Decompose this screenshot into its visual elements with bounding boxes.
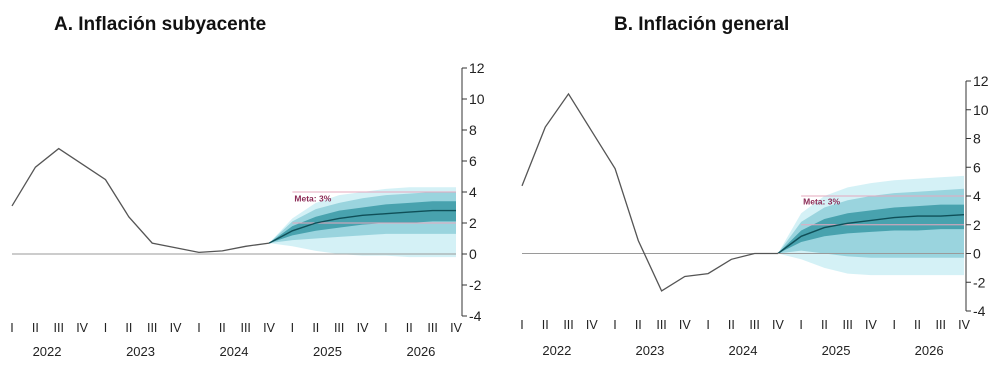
x-tick-label: I [706, 318, 709, 332]
x-tick-label: IV [772, 318, 784, 332]
x-tick-label: I [799, 318, 802, 332]
y-tick-label: -4 [973, 303, 986, 319]
x-tick-label: II [914, 318, 921, 332]
x-tick-label: IV [170, 321, 182, 335]
y-tick-label: 2 [469, 215, 477, 231]
y-tick-label: 12 [469, 60, 485, 76]
x-tick-label: IV [865, 318, 877, 332]
x-year-label: 2024 [729, 343, 758, 358]
x-tick-label: III [147, 321, 157, 335]
x-tick-label: III [563, 318, 573, 332]
x-tick-label: IV [357, 321, 369, 335]
x-tick-label: IV [586, 318, 598, 332]
historical-line [521, 92, 778, 292]
y-tick-label: 4 [973, 188, 981, 204]
x-tick-label: IV [263, 321, 275, 335]
chart-a-title: A. Inflación subyacente [54, 14, 267, 35]
x-tick-label: I [10, 321, 13, 335]
target-label: Meta: 3% [803, 197, 840, 207]
x-tick-label: III [749, 318, 759, 332]
y-tick-label: -4 [469, 308, 482, 324]
y-tick-label: -2 [973, 274, 986, 290]
x-year-label: 2022 [542, 343, 571, 358]
x-year-label: 2025 [822, 343, 851, 358]
x-tick-label: III [656, 318, 666, 332]
x-year-label: 2022 [33, 344, 62, 359]
y-tick-label: 12 [973, 73, 989, 89]
forecast-central-line [777, 214, 965, 255]
x-year-label: 2023 [635, 343, 664, 358]
x-tick-label: III [54, 321, 64, 335]
x-tick-label: IV [76, 321, 88, 335]
x-tick-label: III [842, 318, 852, 332]
x-tick-label: II [219, 321, 226, 335]
y-tick-label: 0 [973, 246, 981, 262]
forecast-inner-band [777, 204, 964, 254]
y-tick-label: 8 [469, 122, 477, 138]
y-tick-label: 6 [973, 159, 981, 175]
y-tick-label: 2 [973, 217, 981, 233]
y-tick-label: 10 [973, 102, 989, 118]
x-tick-label: II [542, 318, 549, 332]
historical-line [11, 147, 270, 254]
forecast-central-line [268, 209, 456, 244]
y-tick-label: 6 [469, 153, 477, 169]
x-tick-label: III [427, 321, 437, 335]
x-tick-label: I [892, 318, 895, 332]
target-label: Meta: 3% [294, 193, 331, 203]
x-year-label: 2023 [126, 344, 155, 359]
x-tick-label: I [197, 321, 200, 335]
x-tick-label: I [104, 321, 107, 335]
x-tick-label: IV [958, 318, 970, 332]
x-tick-label: III [240, 321, 250, 335]
x-tick-label: IV [450, 321, 462, 335]
x-tick-label: I [291, 321, 294, 335]
y-tick-label: -2 [469, 277, 482, 293]
x-tick-label: I [613, 318, 616, 332]
x-tick-label: II [635, 318, 642, 332]
x-tick-label: II [406, 321, 413, 335]
x-tick-label: III [334, 321, 344, 335]
y-tick-label: 0 [469, 246, 477, 262]
x-year-label: 2026 [915, 343, 944, 358]
chart-b-title: B. Inflación general [614, 14, 790, 35]
x-year-label: 2025 [313, 344, 342, 359]
x-tick-label: II [728, 318, 735, 332]
x-tick-label: II [32, 321, 39, 335]
x-tick-label: III [936, 318, 946, 332]
x-year-label: 2024 [220, 344, 249, 359]
x-tick-label: IV [679, 318, 691, 332]
x-year-label: 2026 [406, 344, 435, 359]
x-tick-label: II [125, 321, 132, 335]
x-tick-label: II [312, 321, 319, 335]
y-tick-label: 8 [973, 131, 981, 147]
x-tick-label: II [821, 318, 828, 332]
y-tick-label: 4 [469, 184, 477, 200]
x-tick-label: I [384, 321, 387, 335]
y-tick-label: 10 [469, 91, 485, 107]
x-tick-label: I [520, 318, 523, 332]
